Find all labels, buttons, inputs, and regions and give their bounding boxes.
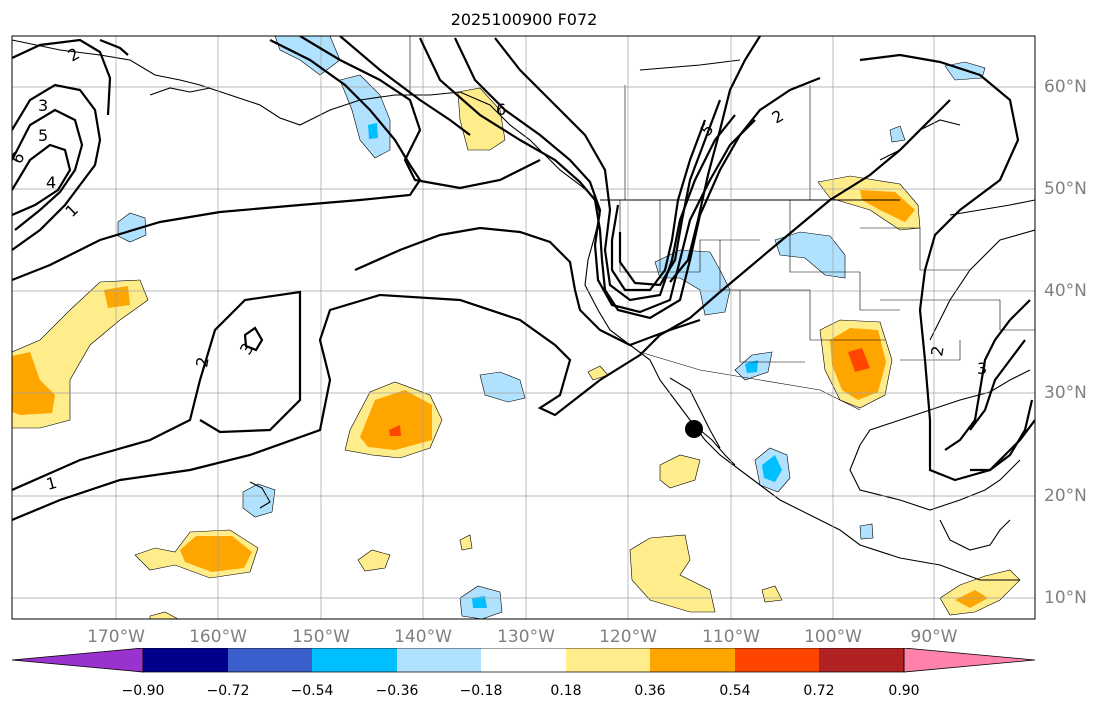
- contour-label: 3: [977, 359, 987, 378]
- lon-label: 110°W: [702, 627, 760, 647]
- location-marker: [685, 420, 703, 438]
- lon-label: 160°W: [189, 627, 247, 647]
- positive-anomaly-core: [360, 390, 432, 450]
- positive-anomaly-core: [860, 190, 915, 222]
- colorbar-segment: [312, 648, 397, 672]
- colorbar-outline: [142, 648, 905, 673]
- negative-anomaly-region: [774, 231, 846, 279]
- colorbar-tick-label: −0.90: [121, 683, 165, 699]
- colorbar-tick-label: −0.36: [375, 683, 419, 699]
- lon-label: 130°W: [497, 627, 555, 647]
- lat-label: 20°N: [1044, 486, 1087, 506]
- positive-anomaly-region: [149, 611, 179, 619]
- colorbar-segment: [650, 648, 735, 672]
- colorbar-extend-high: [903, 648, 1036, 673]
- negative-anomaly-region: [889, 125, 906, 143]
- colorbar-segment: [143, 648, 228, 672]
- positive-anomaly-peak: [848, 348, 870, 372]
- negative-anomaly-region: [117, 212, 147, 243]
- colorbar-segment: [397, 648, 481, 672]
- negative-anomaly-region: [274, 36, 341, 76]
- positive-anomaly-core: [180, 536, 252, 572]
- contour-label: 6: [496, 100, 506, 119]
- negative-anomaly-region: [479, 371, 526, 403]
- negative-anomaly-core: [368, 123, 378, 139]
- gridlines: [12, 36, 1035, 619]
- negative-anomaly-region: [859, 523, 874, 540]
- colorbar-segment: [735, 648, 819, 672]
- colorbar-segment: [228, 648, 312, 672]
- colorbar-segment: [566, 648, 650, 672]
- lon-label: 140°W: [394, 627, 452, 647]
- positive-anomaly-core: [12, 352, 55, 415]
- contours: [12, 36, 1035, 522]
- contour-label: 5: [38, 126, 48, 145]
- colorbar-tick-label: 0.36: [634, 683, 666, 699]
- lat-label: 40°N: [1044, 281, 1087, 301]
- positive-anomaly-core: [104, 286, 130, 308]
- negative-anomaly-core: [472, 596, 487, 608]
- positive-anomaly-core: [955, 590, 988, 608]
- contour-label: 1: [44, 473, 59, 494]
- contour-label: 2: [192, 355, 212, 368]
- positive-anomaly-peak: [389, 425, 401, 436]
- colorbar-tick-label: −0.54: [290, 683, 334, 699]
- positive-anomaly-region: [459, 534, 473, 551]
- lon-label: 170°W: [87, 627, 145, 647]
- colorbar-tick-label: 0.18: [550, 683, 582, 699]
- positive-anomaly-region: [629, 534, 716, 613]
- negative-anomaly-region: [242, 483, 276, 518]
- colorbar-segment: [481, 648, 566, 672]
- positive-anomaly-region: [659, 454, 701, 489]
- positive-anomaly-region: [357, 549, 391, 572]
- contour-label: 2: [927, 344, 947, 357]
- map-title: 2025100900 F072: [450, 10, 598, 29]
- colorbar-tick-label: −0.18: [459, 683, 503, 699]
- colorbar-tick-label: 0.72: [803, 683, 835, 699]
- borders: [409, 36, 1035, 411]
- contour-label: 4: [46, 173, 56, 192]
- colorbar-tick-label: 0.54: [719, 683, 751, 699]
- map-frame: [11, 35, 1036, 620]
- map-plot: 2 3 5 6 4 1 6 5 2 2 3 1 2 3: [11, 35, 1036, 620]
- lat-label: 50°N: [1044, 179, 1087, 199]
- colorbar-segment: [819, 648, 904, 672]
- lat-label: 10°N: [1044, 588, 1087, 608]
- lat-label: 30°N: [1044, 383, 1087, 403]
- lon-label: 120°W: [599, 627, 657, 647]
- lon-label: 90°W: [910, 627, 958, 647]
- colorbar-tick-label: 0.90: [888, 683, 920, 699]
- contour-label: 3: [38, 96, 48, 115]
- colorbar: [11, 648, 1036, 673]
- colorbar-tick-label: −0.72: [206, 683, 250, 699]
- negative-anomaly-core: [762, 455, 782, 482]
- colorbar-extend-low: [11, 648, 144, 673]
- lat-label: 60°N: [1044, 77, 1087, 97]
- lon-label: 100°W: [804, 627, 862, 647]
- anomaly-shading: [12, 36, 1021, 619]
- lon-label: 150°W: [292, 627, 350, 647]
- negative-anomaly-core: [745, 360, 758, 373]
